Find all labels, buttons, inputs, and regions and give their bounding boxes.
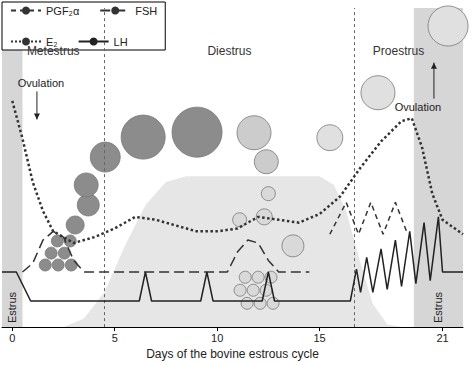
svg-text:21: 21 [436,332,448,344]
svg-text:Metestrus: Metestrus [27,44,80,58]
svg-text:LH: LH [114,36,128,48]
svg-text:0: 0 [9,332,15,344]
svg-text:Proestrus: Proestrus [373,44,424,58]
svg-text:10: 10 [211,332,223,344]
svg-text:Ovulation: Ovulation [18,77,64,89]
svg-text:Diestrus: Diestrus [207,44,251,58]
svg-text:E₂: E₂ [46,35,58,48]
svg-text:PGF₂α: PGF₂α [46,5,80,17]
svg-text:FSH: FSH [135,5,157,17]
svg-text:Estrus: Estrus [6,291,18,323]
svg-text:15: 15 [313,332,325,344]
svg-text:Ovulation: Ovulation [395,101,441,113]
svg-text:5: 5 [112,332,118,344]
svg-text:Days of the bovine estrous cyc: Days of the bovine estrous cycle [146,347,319,361]
svg-text:Estrus: Estrus [432,291,444,323]
